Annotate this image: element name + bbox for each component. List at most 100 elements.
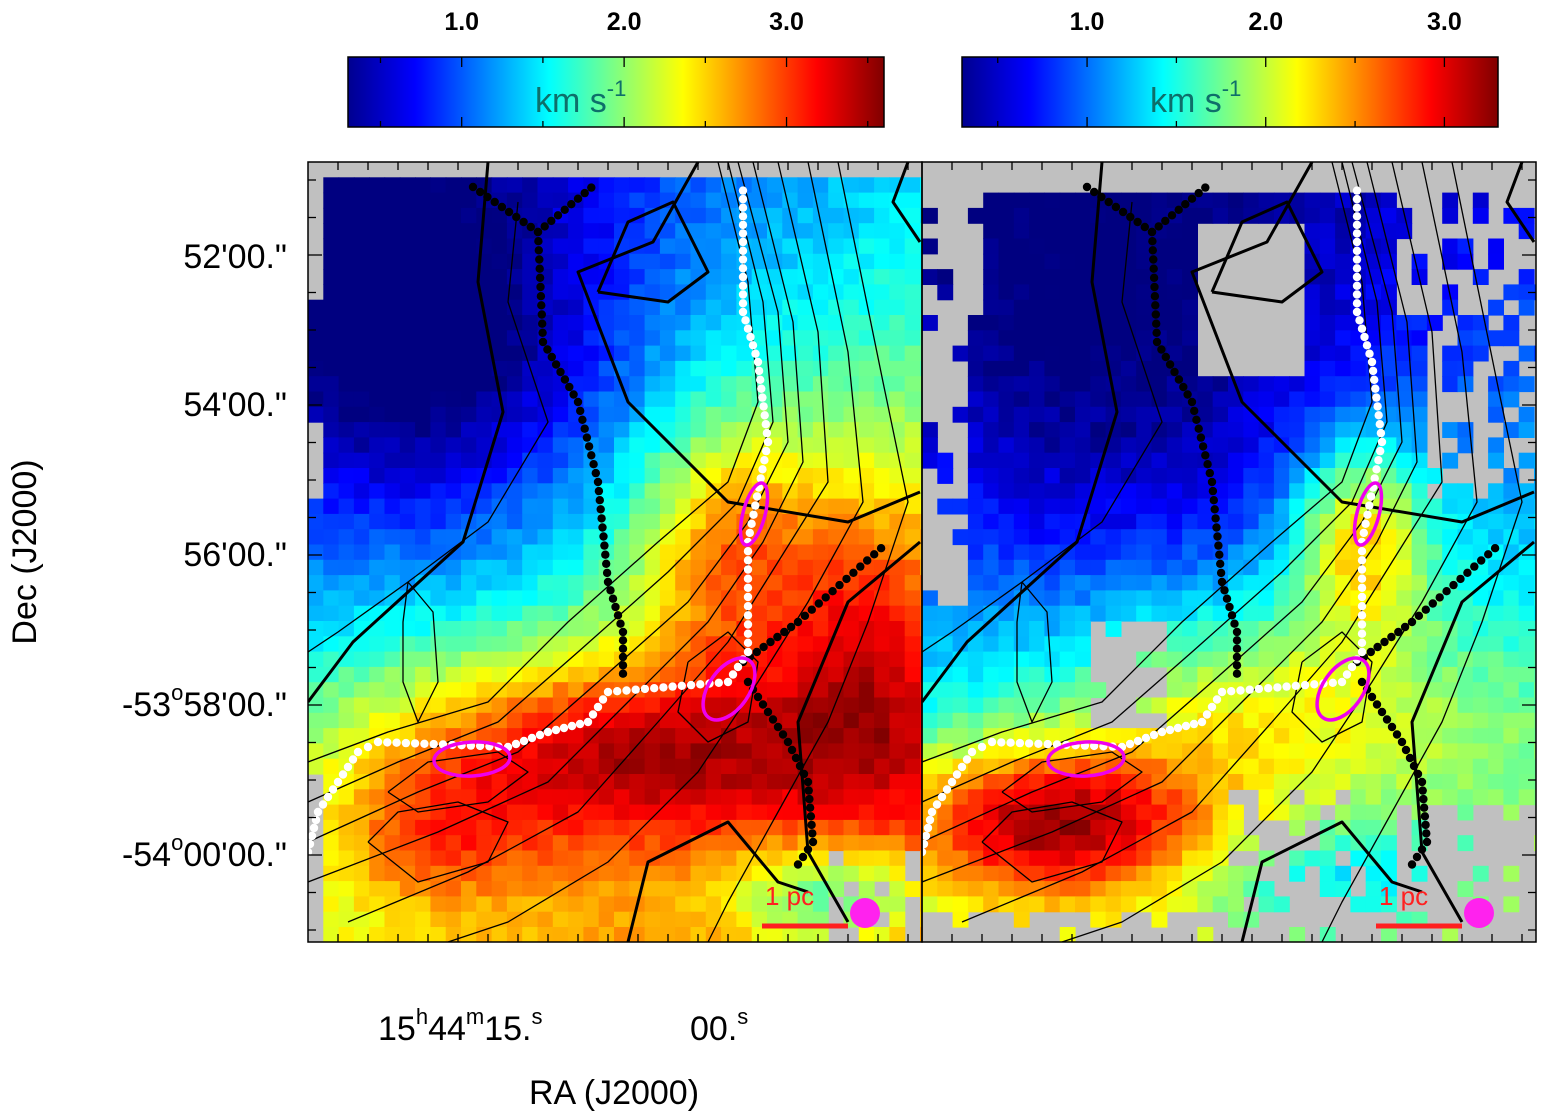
velocity-pixel bbox=[568, 590, 584, 607]
velocity-pixel bbox=[629, 789, 646, 806]
velocity-pixel bbox=[983, 376, 1000, 393]
velocity-pixel bbox=[614, 406, 630, 423]
velocity-pixel bbox=[1273, 712, 1290, 729]
contour-line bbox=[961, 162, 1443, 923]
velocity-pixel bbox=[767, 177, 783, 194]
velocity-pixel bbox=[338, 605, 355, 622]
velocity-pixel bbox=[858, 728, 875, 744]
velocity-pixel bbox=[920, 819, 922, 836]
velocity-pixel bbox=[812, 544, 829, 561]
velocity-pixel bbox=[705, 422, 722, 438]
velocity-pixel bbox=[445, 682, 462, 699]
velocity-pixel bbox=[721, 575, 737, 591]
scale-bar-left: 1 pc bbox=[762, 881, 880, 929]
filament-point bbox=[952, 770, 962, 779]
filament-point bbox=[937, 792, 947, 802]
velocity-pixel bbox=[721, 406, 737, 423]
velocity-pixel bbox=[1381, 728, 1397, 744]
velocity-pixel bbox=[506, 269, 523, 285]
velocity-pixel bbox=[705, 896, 722, 913]
velocity-pixel bbox=[767, 789, 783, 806]
velocity-pixel bbox=[828, 299, 845, 316]
velocity-pixel bbox=[782, 177, 799, 194]
filament-point bbox=[536, 292, 546, 301]
velocity-pixel bbox=[415, 223, 431, 240]
velocity-pixel bbox=[705, 330, 722, 347]
velocity-pixel bbox=[415, 330, 431, 347]
velocity-pixel bbox=[323, 544, 340, 561]
filament-point bbox=[353, 747, 363, 757]
velocity-pixel bbox=[858, 697, 875, 714]
filament-point bbox=[1342, 670, 1352, 679]
filament-point bbox=[613, 687, 622, 696]
filament-point bbox=[575, 719, 585, 729]
velocity-pixel bbox=[506, 850, 523, 867]
velocity-pixel bbox=[690, 315, 707, 331]
filament-point bbox=[613, 611, 623, 620]
velocity-pixel bbox=[399, 299, 416, 316]
velocity-pixel bbox=[659, 468, 676, 484]
velocity-pixel bbox=[445, 360, 462, 377]
velocity-pixel bbox=[1212, 881, 1229, 897]
velocity-pixel bbox=[1381, 284, 1397, 301]
velocity-pixel bbox=[920, 192, 922, 209]
filament-point bbox=[1170, 367, 1179, 377]
velocity-pixel bbox=[369, 238, 386, 255]
velocity-pixel bbox=[552, 269, 569, 285]
velocity-pixel bbox=[922, 590, 938, 607]
velocity-pixel bbox=[338, 835, 355, 852]
velocity-pixel bbox=[506, 881, 523, 897]
velocity-pixel bbox=[659, 529, 676, 546]
velocity-pixel bbox=[1273, 605, 1290, 622]
velocity-pixel bbox=[1044, 712, 1061, 729]
velocity-pixel bbox=[384, 789, 401, 806]
velocity-pixel bbox=[583, 330, 600, 347]
velocity-pixel bbox=[952, 789, 969, 806]
velocity-pixel bbox=[782, 422, 799, 438]
velocity-pixel bbox=[1442, 207, 1459, 224]
velocity-pixel bbox=[537, 896, 554, 913]
velocity-pixel bbox=[644, 376, 661, 393]
velocity-pixel bbox=[537, 498, 554, 515]
velocity-pixel bbox=[399, 483, 416, 500]
velocity-pixel bbox=[415, 238, 431, 255]
velocity-pixel bbox=[998, 881, 1015, 897]
velocity-pixel bbox=[1457, 315, 1474, 331]
filament-point bbox=[773, 722, 783, 732]
velocity-pixel bbox=[1182, 666, 1198, 683]
velocity-pixel bbox=[1335, 284, 1351, 301]
velocity-pixel bbox=[537, 666, 554, 683]
velocity-pixel bbox=[1319, 391, 1336, 408]
velocity-pixel bbox=[1197, 636, 1214, 653]
filament-point bbox=[1173, 723, 1183, 733]
velocity-pixel bbox=[675, 238, 692, 255]
velocity-pixel bbox=[967, 315, 984, 331]
filament-point bbox=[1212, 523, 1221, 532]
velocity-pixel bbox=[767, 575, 783, 591]
velocity-pixel bbox=[1120, 804, 1137, 821]
overlays-left bbox=[308, 162, 922, 942]
velocity-pixel bbox=[1182, 437, 1198, 454]
velocity-pixel bbox=[461, 360, 477, 377]
velocity-pixel bbox=[476, 881, 493, 897]
velocity-pixel bbox=[629, 422, 646, 438]
filament-point bbox=[1118, 207, 1128, 217]
velocity-pixel bbox=[384, 712, 401, 729]
velocity-pixel bbox=[1105, 253, 1122, 270]
velocity-pixel bbox=[858, 406, 875, 423]
velocity-pixel bbox=[1120, 544, 1137, 561]
velocity-pixel bbox=[461, 881, 477, 897]
velocity-pixel bbox=[1120, 391, 1137, 408]
velocity-pixel bbox=[522, 544, 539, 561]
velocity-pixel bbox=[1273, 621, 1290, 637]
velocity-pixel bbox=[1228, 758, 1244, 775]
velocity-pixel bbox=[843, 360, 860, 377]
velocity-pixel bbox=[1212, 437, 1229, 454]
velocity-pixel bbox=[1442, 743, 1459, 760]
velocity-pixel bbox=[308, 529, 324, 546]
velocity-pixel bbox=[384, 391, 401, 408]
velocity-pixel bbox=[445, 315, 462, 331]
filament-point bbox=[1174, 375, 1184, 384]
velocity-pixel bbox=[308, 376, 324, 393]
velocity-pixel bbox=[1120, 881, 1137, 897]
